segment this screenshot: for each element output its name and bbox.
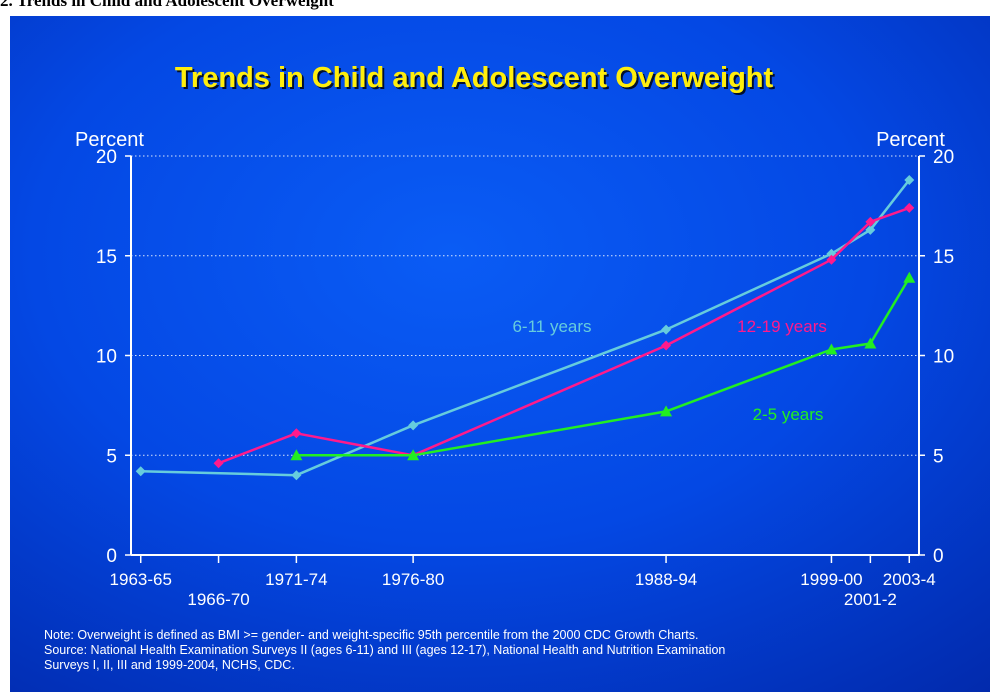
y-tick-label-left: 15	[96, 247, 117, 268]
data-point	[291, 428, 302, 439]
data-point	[865, 224, 876, 235]
data-point	[213, 458, 224, 469]
y-tick-label-right: 15	[933, 247, 954, 268]
data-point	[865, 216, 876, 227]
series-2	[290, 271, 916, 461]
data-point	[135, 466, 146, 477]
grid-lines	[131, 155, 919, 456]
x-tick-label: 1966-70	[187, 590, 249, 609]
series-label-12-19: 12-19 years	[737, 317, 827, 336]
x-tick-label: 2003-4	[883, 570, 936, 589]
y-tick-label-right: 20	[933, 147, 954, 168]
note-line-1: Note: Overweight is defined as BMI >= ge…	[44, 628, 699, 642]
chart-title: Trends in Child and Adolescent Overweigh…	[175, 62, 774, 94]
series-0	[135, 174, 915, 481]
data-point	[904, 202, 915, 213]
data-point	[408, 420, 419, 431]
chart-slide: Trends in Child and Adolescent Overweigh…	[10, 16, 990, 692]
data-point	[661, 340, 672, 351]
data-point	[903, 271, 916, 283]
data-point	[864, 337, 877, 349]
line-chart: Trends in Child and Adolescent Overweigh…	[75, 62, 954, 609]
data-point	[660, 405, 673, 417]
note-line-3: Surveys I, II, III and 1999-2004, NCHS, …	[44, 658, 295, 672]
y-tick-label-right: 0	[933, 546, 944, 567]
axes: 0 0 5 5 10 10 15 15 20 20 1963-65 1966-70 1971-74 197…	[96, 147, 954, 609]
y-tick-label-right: 5	[933, 446, 944, 467]
y-axis-label-left: Percent	[75, 129, 144, 151]
x-tick-label: 1976-80	[382, 570, 444, 589]
x-tick-label: 1963-65	[110, 570, 172, 589]
y-tick-label-left: 10	[96, 347, 117, 368]
series-layer	[135, 174, 916, 481]
x-tick-label: 1988-94	[635, 570, 697, 589]
data-point	[661, 324, 672, 335]
y-tick-label-right: 10	[933, 347, 954, 368]
series-line	[296, 277, 911, 457]
x-tick-label: 2001-2	[844, 590, 897, 609]
data-point	[825, 343, 838, 355]
data-point	[407, 449, 420, 461]
data-point	[291, 470, 302, 481]
y-tick-label-left: 0	[106, 546, 117, 567]
x-tick-label: 1999-00	[800, 570, 862, 589]
x-tick-label: 1971-74	[265, 570, 327, 589]
data-point	[904, 174, 915, 185]
y-tick-label-left: 20	[96, 147, 117, 168]
data-point	[290, 449, 303, 461]
figure-caption: 2. Trends in Child and Adolescent Overwe…	[0, 0, 334, 10]
note-line-2: Source: National Health Examination Surv…	[44, 643, 726, 657]
y-tick-label-left: 5	[106, 446, 117, 467]
series-label-6-11: 6-11 years	[512, 317, 591, 336]
series-label-2-5: 2-5 years	[753, 405, 824, 424]
y-axis-label-right: Percent	[876, 129, 945, 151]
series-1	[213, 202, 915, 469]
